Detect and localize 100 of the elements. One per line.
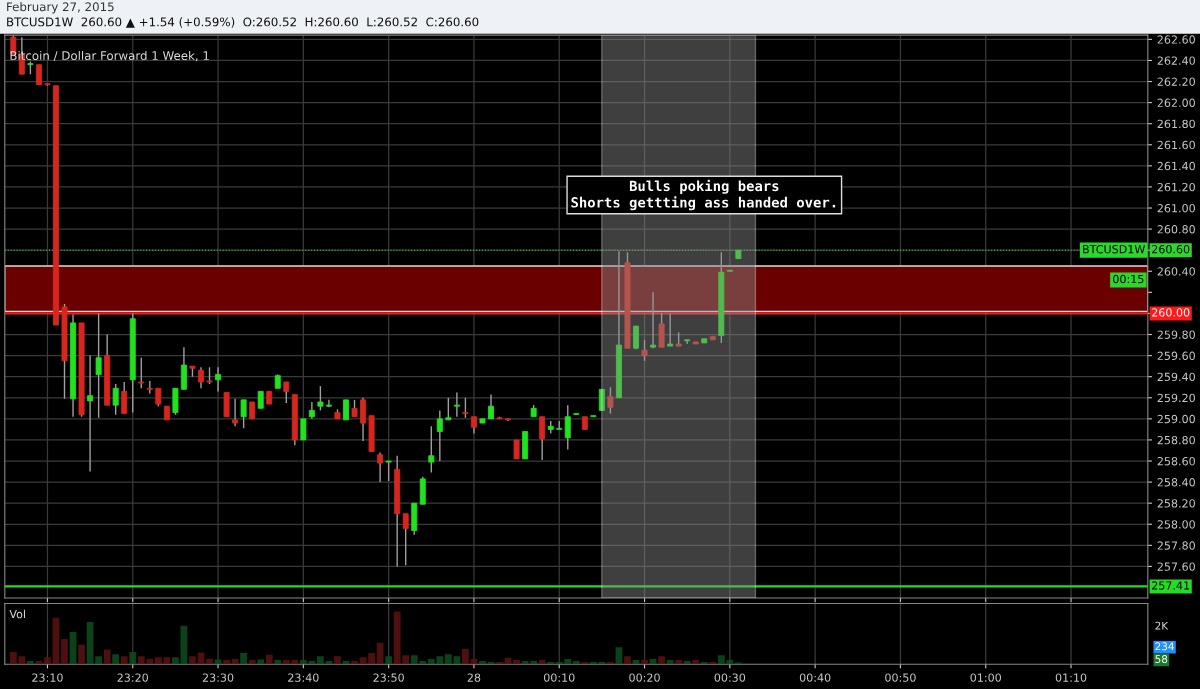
bar	[479, 661, 486, 665]
y-tick-label: 258.80	[1157, 435, 1195, 445]
y-tick-label: 258.40	[1157, 478, 1195, 487]
candlestick	[240, 399, 247, 430]
y-tick-label: 260.40	[1157, 267, 1195, 276]
candlestick	[232, 398, 239, 427]
y-tick-label: 259.40	[1157, 372, 1195, 382]
bar	[78, 644, 85, 665]
candlestick	[445, 397, 452, 421]
candlestick	[138, 357, 145, 389]
text: 58	[1155, 655, 1168, 663]
bar	[462, 648, 469, 665]
y-tick-label: 260.80	[1157, 225, 1195, 234]
ref-line-label: 260.60	[1152, 245, 1190, 254]
candlestick	[564, 404, 571, 451]
bar	[368, 653, 375, 665]
candlestick	[488, 393, 494, 420]
candlestick	[215, 366, 222, 393]
bar	[385, 656, 393, 665]
bar	[334, 656, 341, 665]
ref-line-label: 260.00	[1152, 308, 1190, 317]
x-tick-label: 23:20	[117, 673, 149, 682]
bar	[624, 656, 631, 665]
candlestick	[95, 312, 102, 419]
text: 2K	[1155, 621, 1169, 630]
bar	[248, 659, 256, 665]
bar	[607, 662, 614, 665]
candlestick	[667, 312, 674, 347]
bar	[683, 661, 691, 665]
candlestick	[462, 397, 469, 419]
annotation: Bulls poking bears Shorts gettting ass handed over.	[571, 179, 836, 211]
text: 234	[1155, 642, 1174, 651]
candlestick	[343, 399, 349, 421]
x-tick-label: 00:20	[629, 673, 660, 682]
bar	[189, 656, 196, 665]
bar	[129, 652, 137, 665]
y-tick-label: 261.60	[1157, 140, 1195, 150]
bar	[26, 661, 34, 665]
bar	[641, 659, 648, 665]
x-tick-label: 01:00	[970, 673, 1002, 682]
bar	[61, 638, 68, 665]
bar	[709, 662, 717, 665]
candlestick	[112, 383, 119, 416]
x-tick-label: 23:40	[288, 673, 319, 682]
bar	[120, 656, 128, 665]
chart-title: Vol	[9, 609, 25, 619]
candlestick	[436, 409, 443, 462]
y-tick-label: 261.40	[1157, 161, 1195, 171]
candlestick	[360, 397, 367, 442]
bar	[240, 653, 248, 665]
x-tick-label: 00:10	[543, 673, 575, 682]
bar	[171, 657, 179, 665]
bar	[666, 659, 674, 665]
bar	[231, 658, 239, 665]
bar	[538, 659, 546, 665]
bar	[257, 659, 265, 665]
x-tick-label: 23:50	[373, 673, 404, 682]
candlestick	[539, 416, 546, 461]
candlestick	[513, 439, 520, 460]
bar	[692, 659, 700, 665]
bar	[44, 657, 51, 665]
bar	[513, 659, 520, 665]
annotation: 00:15	[1113, 274, 1144, 284]
candlestick	[198, 366, 204, 389]
y-tick-label: 262.00	[1157, 98, 1195, 107]
y-tick-label: 262.60	[1157, 35, 1195, 44]
chart-title: February 27, 2015	[7, 2, 114, 14]
bar	[265, 654, 273, 665]
candlestick	[658, 312, 665, 348]
x-tick-label: 00:50	[885, 673, 916, 682]
candlestick	[385, 460, 392, 482]
candlestick	[641, 339, 648, 362]
y-tick-label: 261.80	[1157, 119, 1195, 129]
chart-subtitle: BTCUSD1W 260.60 ▲ +1.54 (+0.59%) O:260.52 H:260.60 L:260.52 C:260.60	[7, 17, 479, 28]
candlestick	[300, 418, 307, 441]
bar	[547, 662, 555, 665]
candlestick	[650, 291, 657, 349]
x-tick-label: 01:10	[1055, 673, 1087, 682]
candlestick	[428, 425, 435, 474]
bar	[581, 662, 589, 665]
y-tick-label: 257.80	[1157, 541, 1195, 550]
bar	[700, 662, 708, 665]
candlestick	[35, 63, 42, 86]
bar	[572, 661, 580, 665]
y-tick-label: 261.20	[1157, 182, 1195, 192]
candlestick	[121, 381, 128, 415]
bar	[658, 656, 666, 665]
bar	[112, 654, 120, 665]
y-tick-label: 258.60	[1157, 456, 1195, 466]
y-tick-label: 259.60	[1157, 351, 1195, 360]
x-tick-label: 00:40	[799, 673, 831, 682]
x-tick-label: 23:10	[32, 673, 63, 682]
x-tick-label: 28	[467, 673, 481, 682]
y-tick-label: 261.00	[1157, 203, 1195, 213]
candlestick	[453, 391, 460, 418]
bar	[223, 659, 230, 665]
candlestick	[377, 451, 384, 483]
y-tick-label: 258.00	[1157, 520, 1195, 529]
candlestick	[402, 513, 409, 567]
y-tick-label: 259.20	[1157, 393, 1195, 403]
